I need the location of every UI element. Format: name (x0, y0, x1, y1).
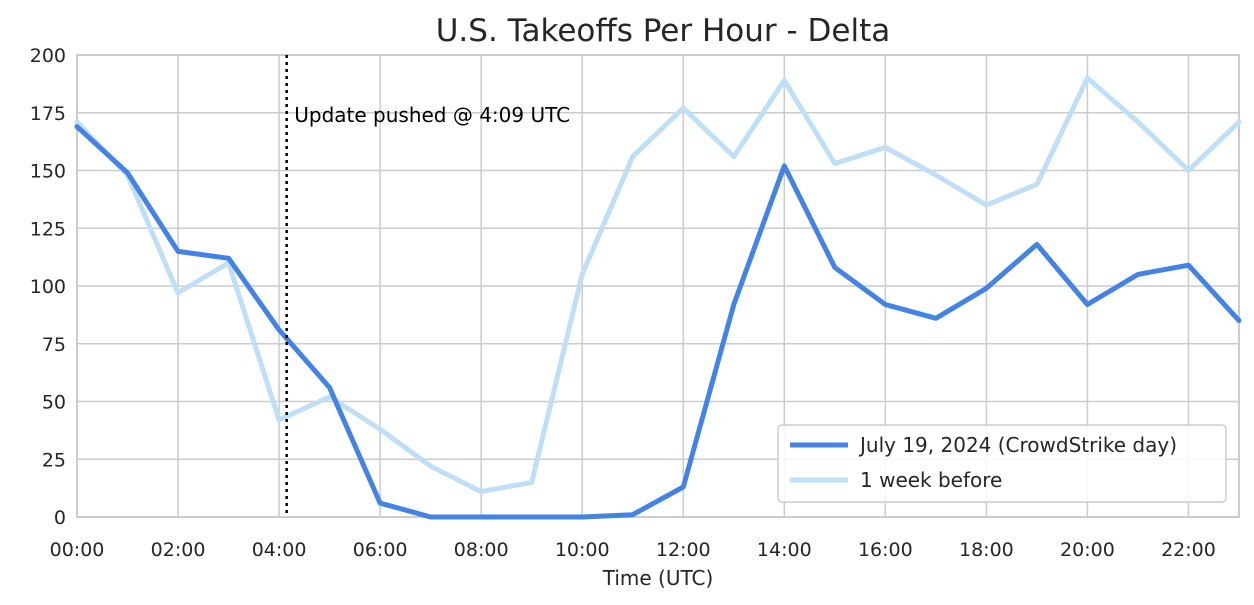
x-tick-label: 18:00 (959, 539, 1014, 561)
y-tick-label: 0 (54, 507, 66, 529)
x-tick-label: 02:00 (151, 539, 206, 561)
annotations: Update pushed @ 4:09 UTC (285, 55, 570, 517)
y-tick-label: 75 (42, 334, 66, 356)
x-axis-ticks: 00:00 02:00 04:00 06:00 08:00 10:00 12:00 14:00… (50, 539, 1216, 561)
legend-box (777, 424, 1227, 503)
y-tick-label: 100 (30, 276, 66, 298)
y-tick-label: 25 (42, 449, 66, 471)
x-axis-label: Time (UTC) (602, 566, 714, 590)
x-tick-label: 20:00 (1060, 539, 1115, 561)
y-tick-label: 50 (42, 392, 66, 414)
x-tick-label: 14:00 (757, 539, 812, 561)
legend-label: 1 week before (860, 468, 1002, 492)
y-axis-ticks: 0 25 50 75 100 125 150 175 200 (30, 45, 66, 529)
legend-label: July 19, 2024 (CrowdStrike day) (858, 433, 1177, 457)
series-lines (74, 75, 1242, 520)
x-tick-label: 00:00 (50, 539, 105, 561)
legend: July 19, 2024 (CrowdStrike day) 1 week be… (777, 424, 1227, 503)
x-tick-label: 22:00 (1161, 539, 1216, 561)
x-tick-label: 08:00 (454, 539, 509, 561)
y-tick-label: 150 (30, 161, 66, 183)
y-tick-label: 200 (30, 45, 66, 67)
x-tick-label: 04:00 (252, 539, 307, 561)
series-line-0 (74, 75, 1242, 495)
series-line-1 (74, 124, 1242, 520)
y-tick-label: 125 (30, 218, 66, 240)
update-annotation-text: Update pushed @ 4:09 UTC (294, 103, 570, 127)
plot-frame (76, 54, 1240, 518)
x-tick-label: 10:00 (555, 539, 610, 561)
chart-title: U.S. Takeoffs Per Hour - Delta (436, 13, 891, 49)
x-tick-label: 06:00 (353, 539, 408, 561)
y-tick-label: 175 (30, 103, 66, 125)
x-tick-label: 12:00 (656, 539, 711, 561)
x-tick-label: 16:00 (858, 539, 913, 561)
